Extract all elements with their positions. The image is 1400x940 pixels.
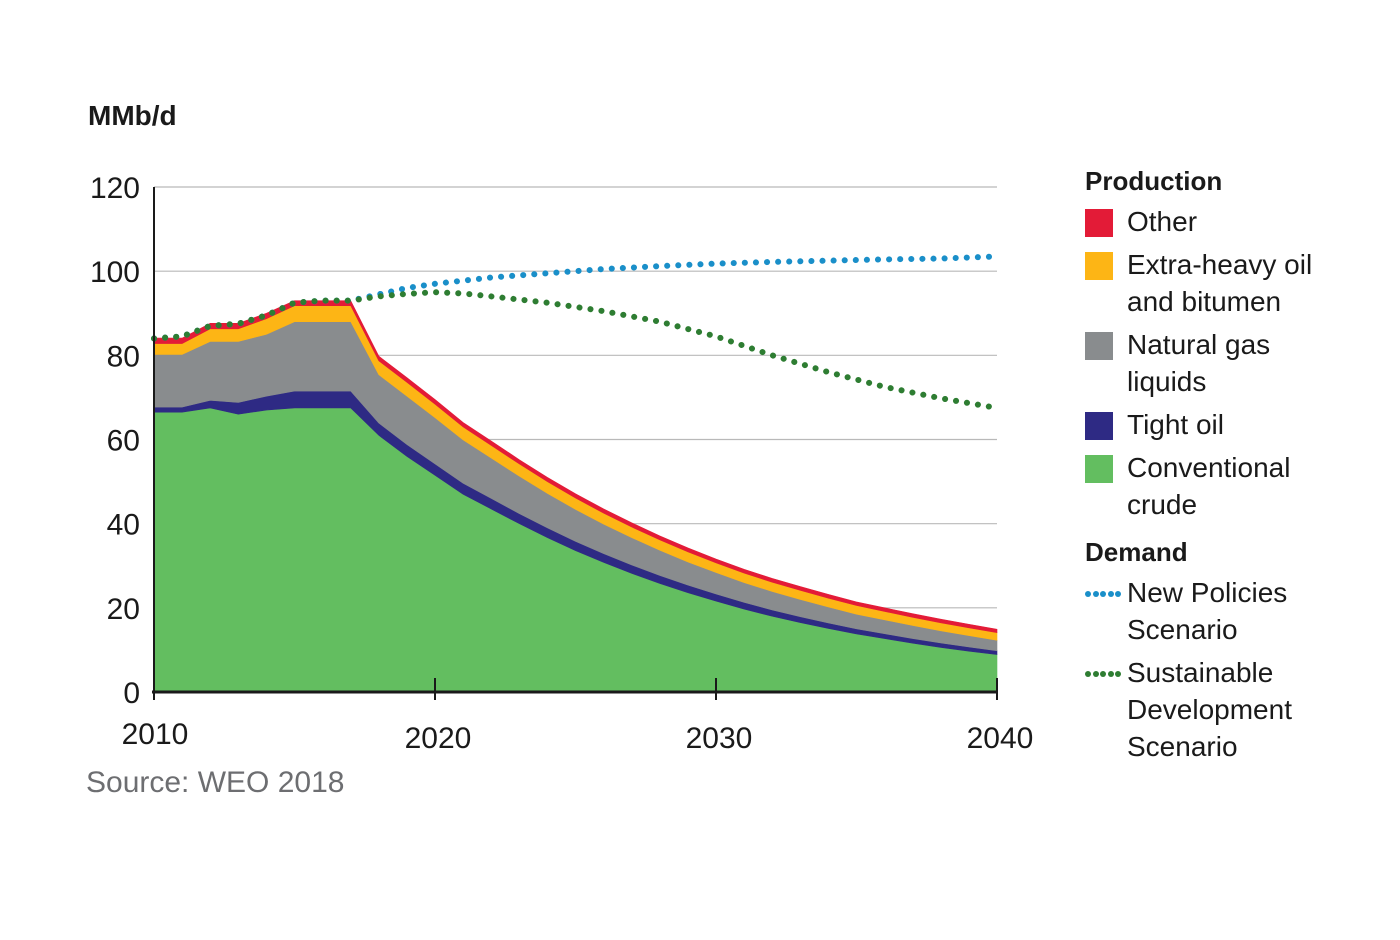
legend-dot — [1115, 671, 1121, 677]
demand-line-new-policies-scenario — [151, 253, 1000, 342]
legend: Production Other Extra-heavy oil and bit… — [1085, 166, 1385, 775]
legend-item-sustainable: Sustainable Development Scenario — [1085, 657, 1385, 765]
legend-label-tight-oil: Tight oil — [1127, 409, 1225, 440]
legend-demand-title: Demand — [1085, 537, 1188, 567]
y-axis-unit-label: MMb/d — [88, 100, 177, 131]
legend-item-ngl: Natural gas liquids — [1085, 329, 1385, 400]
legend-swatch-conventional — [1085, 455, 1113, 483]
legend-swatch-ngl — [1085, 332, 1113, 360]
y-tick-label-0: 0 — [123, 677, 140, 710]
y-tick-label-40: 40 — [107, 509, 140, 542]
legend-dot — [1107, 671, 1114, 677]
legend-dot — [1092, 671, 1099, 677]
legend-dots-sustainable — [1085, 670, 1121, 678]
legend-swatch-tight-oil — [1085, 412, 1113, 440]
legend-dots-new-policies — [1085, 590, 1121, 598]
legend-dot — [1100, 671, 1106, 677]
legend-label-other: Other — [1127, 206, 1198, 237]
legend-swatch-other — [1085, 209, 1113, 237]
legend-dot — [1085, 591, 1091, 597]
y-tick-label-60: 60 — [107, 425, 140, 458]
y-tick-label-120: 120 — [90, 172, 140, 205]
legend-item-extra-heavy: Extra-heavy oil and bitumen — [1085, 249, 1385, 320]
legend-dot — [1100, 591, 1106, 597]
legend-dot — [1092, 591, 1099, 597]
legend-dot — [1085, 671, 1091, 677]
source-note: Source: WEO 2018 — [86, 766, 345, 799]
legend-label-extra-heavy: Extra-heavy oil and bitumen — [1127, 249, 1313, 317]
x-tick-label-2010: 2010 — [122, 718, 189, 751]
legend-item-new-policies: New Policies Scenario — [1085, 577, 1385, 648]
legend-label-sustainable: Sustainable Development Scenario — [1127, 657, 1292, 762]
y-tick-label-20: 20 — [107, 593, 140, 626]
x-tick-label-2040: 2040 — [967, 722, 1034, 755]
legend-item-tight-oil: Tight oil — [1085, 409, 1385, 443]
x-tick-label-2020: 2020 — [405, 722, 472, 755]
legend-dot — [1115, 591, 1121, 597]
legend-item-other: Other — [1085, 206, 1385, 240]
legend-item-conventional: Conventional crude — [1085, 452, 1385, 523]
legend-production-title: Production — [1085, 166, 1223, 196]
x-tick-label-2030: 2030 — [686, 722, 753, 755]
legend-label-ngl: Natural gas liquids — [1127, 329, 1271, 397]
legend-label-conventional: Conventional crude — [1127, 452, 1291, 520]
legend-swatch-extra-heavy — [1085, 252, 1113, 280]
area-other — [153, 300, 998, 634]
y-tick-label-100: 100 — [90, 256, 140, 289]
legend-label-new-policies: New Policies Scenario — [1127, 577, 1288, 645]
demand-line-sustainable-development-scenario — [151, 289, 1000, 411]
y-tick-label-80: 80 — [107, 340, 140, 373]
legend-dot — [1107, 591, 1114, 597]
